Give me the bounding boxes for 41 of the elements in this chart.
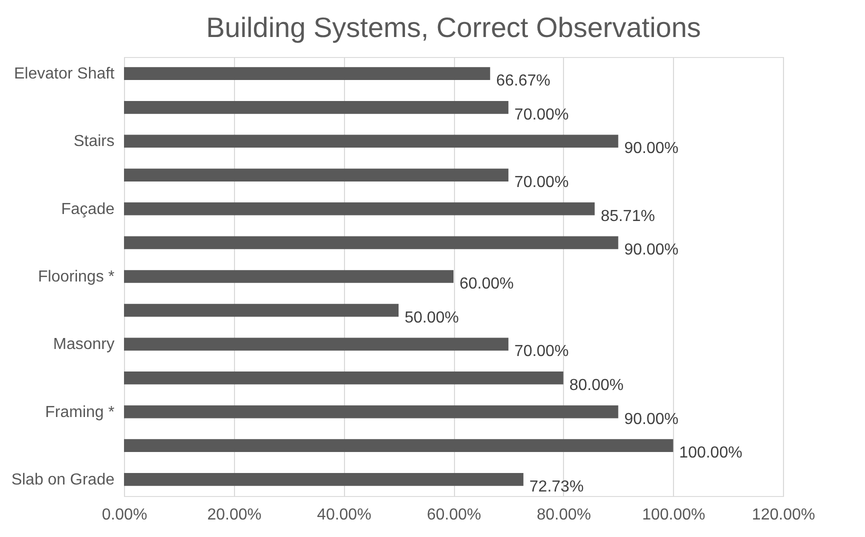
x-tick-label: 0.00% <box>102 506 148 524</box>
bar <box>124 338 508 351</box>
y-tick-label: Façade <box>61 200 115 218</box>
data-label: 100.00% <box>679 444 742 462</box>
data-label: 85.71% <box>600 208 655 225</box>
y-tick-label: Masonry <box>53 336 114 354</box>
y-tick-label: Stairs <box>74 133 114 150</box>
data-label: 60.00% <box>460 276 514 292</box>
x-tick-label: 80.00% <box>536 506 591 524</box>
chart-title: Building Systems, Correct Observations <box>206 12 701 43</box>
x-tick-label: 40.00% <box>317 506 372 524</box>
data-label: 72.73% <box>529 478 584 496</box>
bar <box>124 100 508 114</box>
y-tick-label: Slab on Grade <box>11 471 115 488</box>
data-label: 90.00% <box>624 140 679 158</box>
x-tick-label: 20.00% <box>207 506 262 524</box>
x-tick-label: 100.00% <box>642 506 706 524</box>
bar <box>124 405 618 418</box>
y-tick-label: Framing * <box>45 404 114 421</box>
x-tick-label: 60.00% <box>426 506 482 524</box>
data-label: 70.00% <box>514 343 569 360</box>
data-label: 66.67% <box>496 72 550 90</box>
bar <box>124 270 454 283</box>
bar <box>124 439 674 452</box>
data-label: 70.00% <box>514 174 569 192</box>
bar <box>124 236 618 250</box>
y-tick-label: Elevator Shaft <box>14 66 116 83</box>
bar <box>124 372 564 384</box>
y-tick-label: Floorings * <box>38 268 114 286</box>
bar <box>124 134 618 148</box>
x-tick-label: 120.00% <box>752 506 816 524</box>
bar <box>124 202 595 216</box>
data-label: 80.00% <box>569 376 624 394</box>
data-label: 70.00% <box>514 106 569 124</box>
bar <box>124 473 524 486</box>
bar <box>124 304 399 317</box>
data-label: 90.00% <box>624 410 679 428</box>
data-label: 90.00% <box>624 242 679 259</box>
data-label: 50.00% <box>404 309 459 326</box>
bar <box>124 168 508 182</box>
bar <box>124 67 490 80</box>
